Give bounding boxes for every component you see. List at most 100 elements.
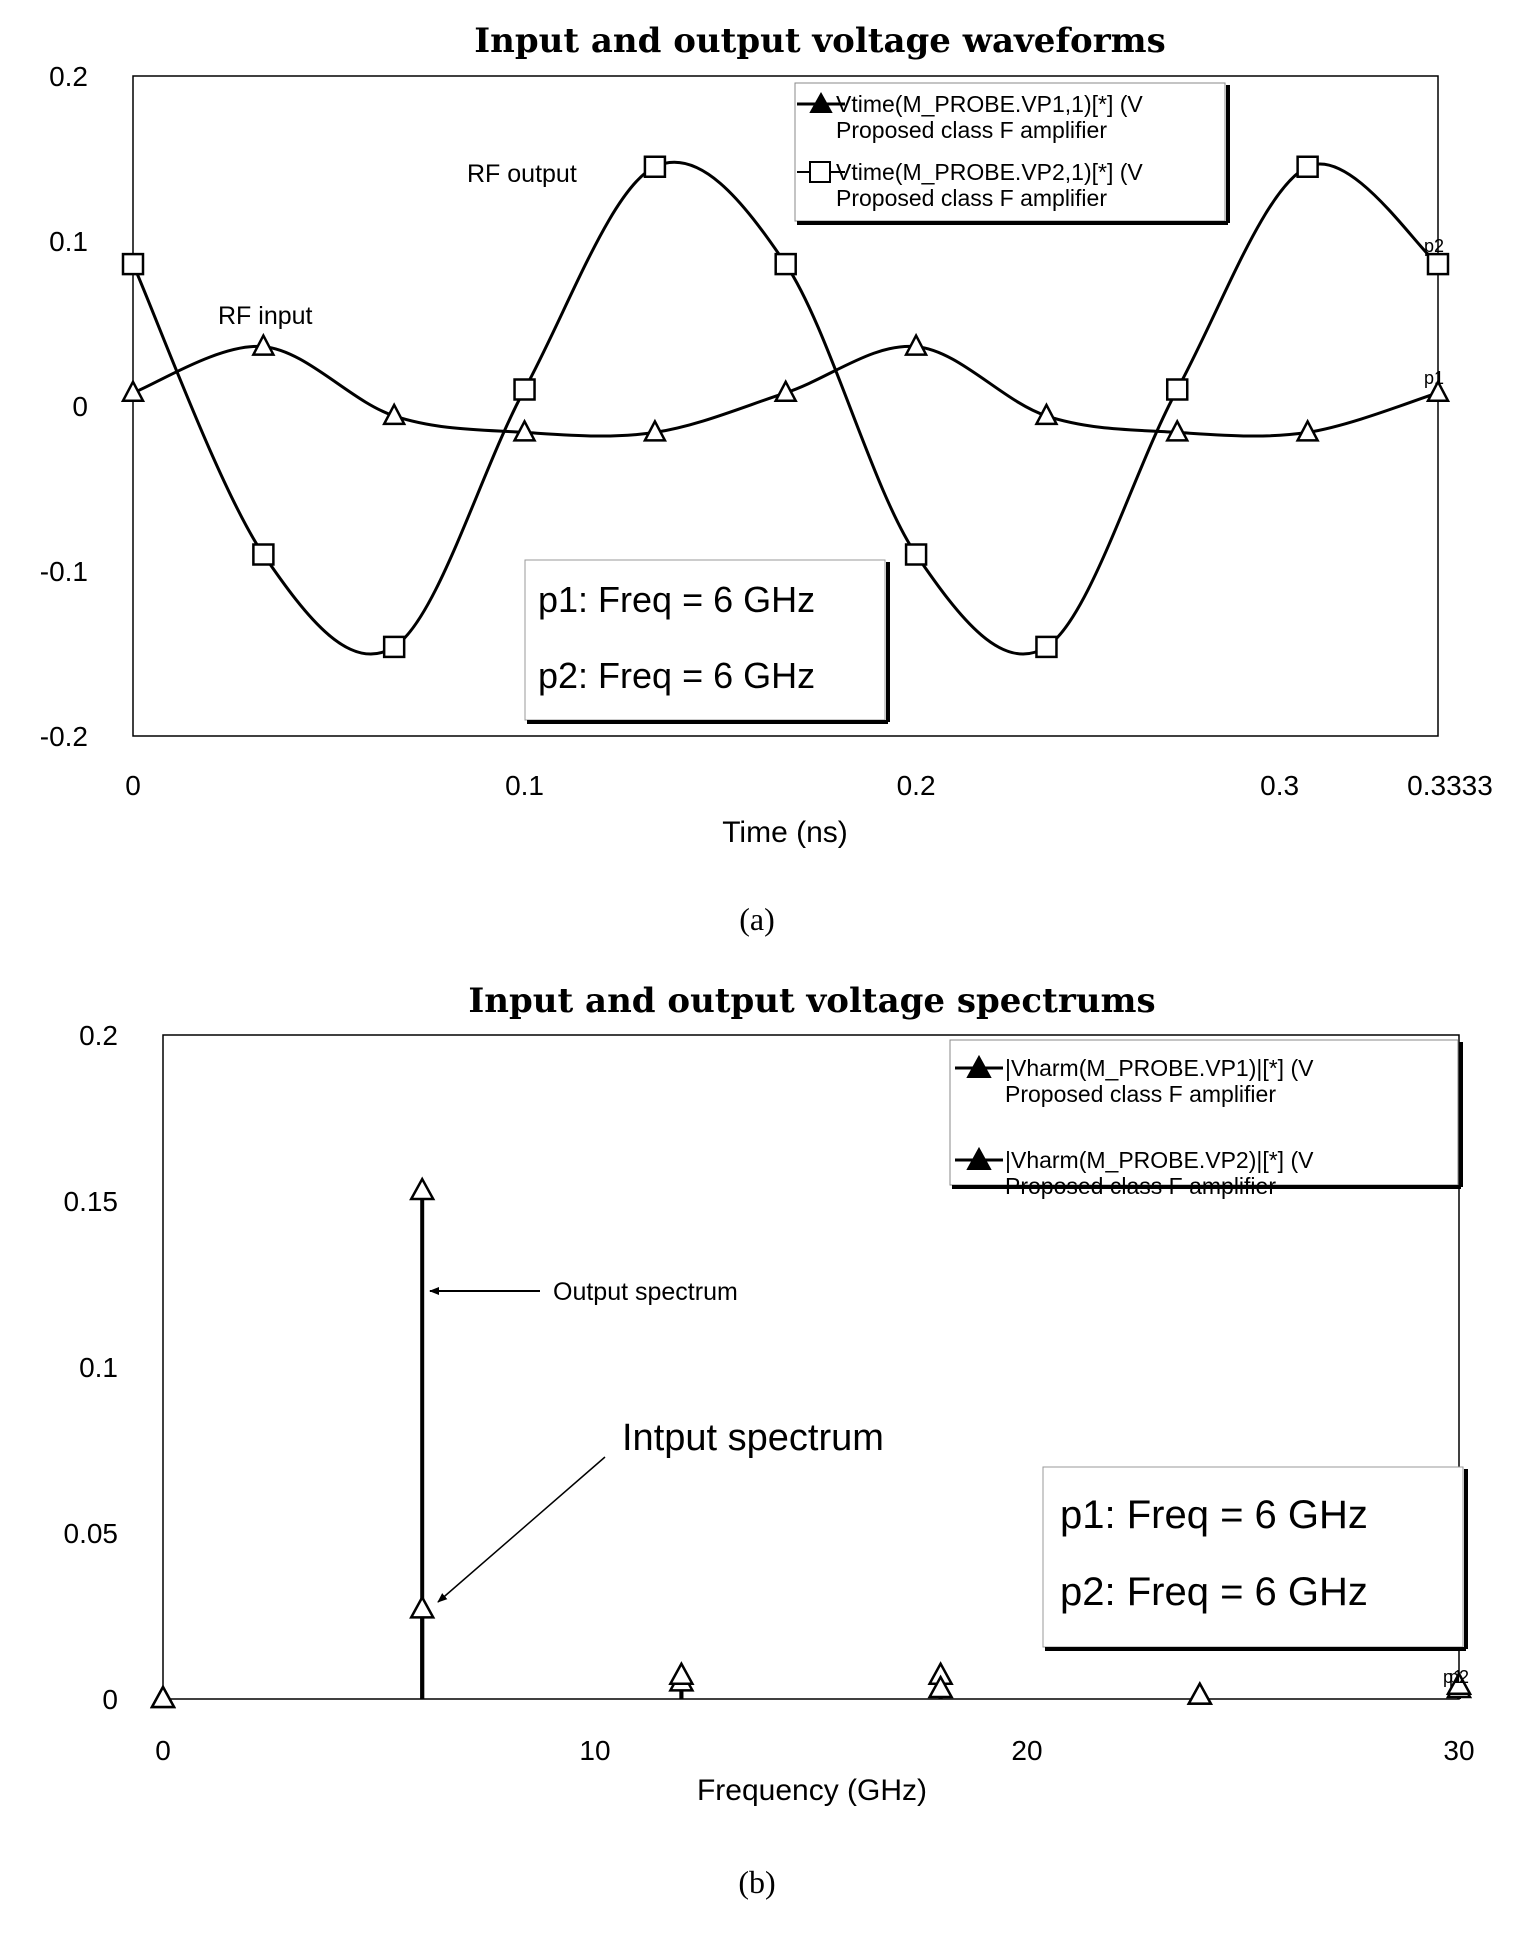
chart-a-point-triangle <box>904 332 929 356</box>
chart-b-legend-label-2: |Vharm(M_PROBE.VP2)|[*] (V <box>1005 1147 1314 1173</box>
chart-b-caption: (b) <box>738 1864 775 1900</box>
square-marker-icon <box>809 161 831 183</box>
chart-a-x-tick-label: 0.1 <box>505 770 544 801</box>
chart-a-point-triangle <box>251 332 276 356</box>
chart-a-legend-sublabel-1: Proposed class F amplifier <box>836 117 1107 143</box>
chart-b-plot-area <box>162 1034 1460 1700</box>
chart-b-x-ticks: 0 10 20 30 <box>155 1735 1474 1766</box>
chart-a-x-tick-label: 0.3333 <box>1407 770 1493 801</box>
chart-b-y-tick-label: 0 <box>102 1684 118 1715</box>
chart-b-legend-sublabel-1: Proposed class F amplifier <box>1005 1081 1276 1107</box>
chart-b-annotation-output-label: Output spectrum <box>553 1278 738 1306</box>
chart-a-x-ticks: 0 0.1 0.2 0.3 0.3333 <box>125 770 1493 801</box>
chart-a-point-triangle <box>1425 379 1451 403</box>
chart-b-y-tick-label: 0.05 <box>64 1518 119 1549</box>
chart-b-markers <box>149 1176 1473 1709</box>
chart-a-point-square <box>252 543 275 566</box>
chart-b-legend-entry-1: |Vharm(M_PROBE.VP1)|[*] (V Proposed clas… <box>955 1054 1314 1107</box>
chart-a-x-tick-label: 0.3 <box>1260 770 1299 801</box>
chart-a-point-triangle <box>773 379 798 403</box>
chart-b-y-tick-label: 0.2 <box>79 1020 118 1051</box>
chart-a-point-triangle <box>642 418 667 442</box>
chart-a-y-tick-label: 0.2 <box>49 61 88 92</box>
chart-b-marker-readout-2: p2: Freq = 6 GHz <box>1060 1570 1368 1614</box>
spectrum-chart: Input and output voltage spectrums 0.20.… <box>64 981 1475 1900</box>
chart-a-legend-label-1: Vtime(M_PROBE.VP1,1)[*] (V <box>836 91 1143 117</box>
chart-b-legend-label-1: |Vharm(M_PROBE.VP1)|[*] (V <box>1005 1055 1314 1081</box>
chart-b-title: Input and output voltage spectrums <box>468 981 1155 1021</box>
chart-a-point-square <box>513 378 536 401</box>
chart-b-legend: |Vharm(M_PROBE.VP1)|[*] (V Proposed clas… <box>949 1039 1463 1199</box>
chart-a-caption: (a) <box>739 901 775 937</box>
chart-b-point-triangle <box>927 1674 954 1699</box>
chart-a-point-triangle <box>1165 418 1190 442</box>
chart-a-marker-readout-1: p1: Freq = 6 GHz <box>538 579 815 620</box>
chart-a-marker-box: p1: Freq = 6 GHz p2: Freq = 6 GHz <box>524 559 890 724</box>
chart-a-end-tag-p1: p1 <box>1424 368 1444 388</box>
chart-b-point-triangle <box>149 1684 177 1709</box>
chart-a-annotation-rf-output: RF output <box>467 160 577 188</box>
arrow-down-left-icon <box>437 1456 606 1603</box>
chart-a-legend-entry-2: Vtime(M_PROBE.VP2,1)[*] (V Proposed clas… <box>797 159 1143 211</box>
chart-a-point-square <box>1035 635 1058 659</box>
chart-a-legend-sublabel-2: Proposed class F amplifier <box>836 185 1107 211</box>
chart-a-point-triangle <box>512 418 537 442</box>
chart-b-point-triangle <box>668 1661 695 1686</box>
chart-a-plot-area <box>132 75 1439 737</box>
chart-b-end-tag-p1: p1 <box>1443 1667 1463 1687</box>
chart-a-marker-readout-2: p2: Freq = 6 GHz <box>538 655 815 696</box>
chart-a-point-square <box>382 635 406 659</box>
chart-b-annotation-input-label: Intput spectrum <box>622 1417 884 1459</box>
chart-a-y-tick-label: 0.1 <box>49 226 88 257</box>
chart-a-y-tick-label: 0 <box>72 391 88 422</box>
chart-b-x-tick-label: 30 <box>1443 1735 1474 1766</box>
triangle-marker-icon <box>809 91 833 113</box>
chart-a-x-tick-label: 0.2 <box>897 770 936 801</box>
chart-a-x-tick-label: 0 <box>125 770 141 801</box>
chart-a-legend: Vtime(M_PROBE.VP1,1)[*] (V Proposed clas… <box>794 82 1230 225</box>
waveform-chart: Input and output voltage waveforms 0.20.… <box>40 21 1493 937</box>
chart-b-annotation-output: Output spectrum <box>429 1278 738 1306</box>
chart-a-point-square <box>1165 378 1189 401</box>
chart-a-point-square <box>121 252 145 276</box>
chart-a-y-tick-label: -0.1 <box>40 556 88 587</box>
chart-a-point-square <box>1426 252 1450 276</box>
chart-a-annotation-rf-input: RF input <box>218 302 313 330</box>
chart-b-x-tick-label: 0 <box>155 1735 171 1766</box>
chart-b-annotation-input: Intput spectrum <box>437 1417 884 1603</box>
chart-a-end-tag-p2: p2 <box>1424 236 1444 256</box>
chart-b-point-triangle <box>1186 1681 1213 1705</box>
chart-a-y-ticks: 0.2 0.1 0 -0.1 -0.2 <box>40 61 88 752</box>
chart-a-legend-entry-1: Vtime(M_PROBE.VP1,1)[*] (V Proposed clas… <box>797 91 1143 143</box>
chart-b-x-axis-label: Frequency (GHz) <box>697 1774 927 1807</box>
triangle-marker-icon <box>966 1146 992 1170</box>
chart-a-point-triangle <box>1295 418 1320 442</box>
chart-b-y-ticks: 0.2 0.15 0.1 0.05 0 <box>64 1020 119 1715</box>
chart-b-point-triangle <box>1445 1671 1473 1695</box>
chart-a-point-square <box>643 155 667 178</box>
chart-b-point-triangle <box>409 1594 436 1619</box>
chart-b-x-tick-label: 20 <box>1011 1735 1042 1766</box>
chart-a-point-square <box>1296 155 1319 178</box>
chart-b-end-tag-p2: p2 <box>1449 1667 1469 1687</box>
chart-a-legend-label-2: Vtime(M_PROBE.VP2,1)[*] (V <box>836 159 1143 185</box>
chart-b-marker-readout-1: p1: Freq = 6 GHz <box>1060 1493 1368 1537</box>
chart-a-point-triangle <box>1034 402 1059 426</box>
chart-b-marker-box: p1: Freq = 6 GHz p2: Freq = 6 GHz <box>1042 1466 1468 1651</box>
chart-a-point-square <box>904 543 928 566</box>
chart-a-point-square <box>774 252 797 276</box>
chart-a-markers <box>120 155 1451 659</box>
chart-a-title: Input and output voltage waveforms <box>474 21 1166 61</box>
chart-b-legend-entry-2: |Vharm(M_PROBE.VP2)|[*] (V Proposed clas… <box>955 1146 1314 1199</box>
chart-b-legend-sublabel-2: Proposed class F amplifier <box>1005 1173 1276 1199</box>
triangle-marker-icon <box>966 1054 992 1078</box>
chart-a-y-tick-label: -0.2 <box>40 721 88 752</box>
chart-a-x-axis-label: Time (ns) <box>722 816 848 849</box>
chart-b-y-tick-label: 0.1 <box>79 1352 118 1383</box>
chart-b-y-tick-label: 0.15 <box>64 1186 119 1217</box>
chart-a-point-triangle <box>382 402 407 426</box>
chart-b-point-triangle <box>409 1176 436 1201</box>
chart-b-x-tick-label: 10 <box>579 1735 610 1766</box>
chart-a-point-triangle <box>120 379 146 403</box>
